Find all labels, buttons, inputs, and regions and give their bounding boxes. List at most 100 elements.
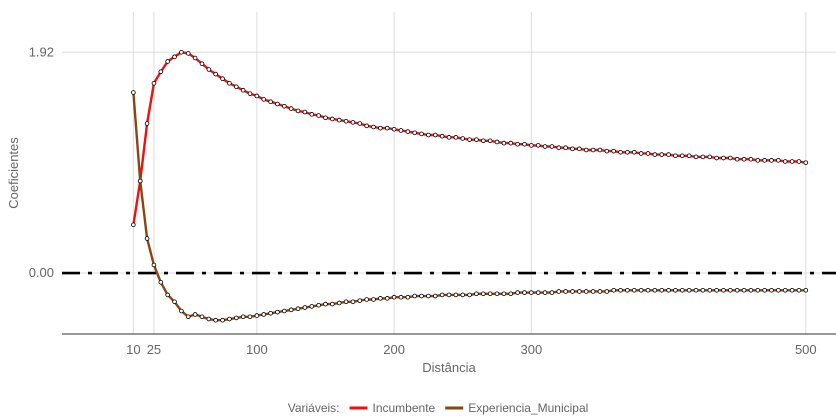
data-point [199,314,205,320]
data-point [364,297,369,302]
legend-label: Incumbente [373,401,436,415]
data-point [570,146,575,152]
data-point [535,290,541,295]
data-point [549,290,555,295]
data-point [165,59,170,64]
data-point [666,287,671,293]
data-point [247,91,253,96]
data-point [487,138,493,144]
data-point [700,287,706,293]
data-point [645,287,651,293]
data-point [206,316,212,322]
data-point [371,124,376,130]
data-point [618,287,623,293]
data-point [412,130,417,136]
series-lines [131,49,809,323]
data-point [769,287,774,293]
data-point [501,291,507,297]
data-point [336,300,342,306]
data-point [474,137,479,142]
data-point [172,299,177,305]
data-point [432,132,438,138]
data-point [220,317,225,323]
data-point [556,145,562,151]
data-point [522,290,527,295]
data-point [371,297,376,302]
y-axis-title: Coeficientes [6,137,21,209]
data-point [185,314,191,320]
data-point [494,291,500,297]
data-point [405,129,411,134]
data-point [611,287,616,293]
tick-labels: 10 25 100 200 300 500 0.00 1.92 [29,44,817,357]
y-tick-label: 0.00 [29,265,54,280]
data-point [652,152,658,157]
data-point [618,150,623,155]
data-point [686,153,692,159]
data-point [755,158,761,163]
data-point [282,308,287,314]
data-point [789,159,795,164]
data-point [782,159,788,164]
data-point [330,116,335,122]
data-point [460,136,466,141]
data-point [748,156,754,162]
data-point [803,287,809,293]
data-point [151,81,157,86]
data-point [652,287,658,293]
data-point [309,304,315,309]
data-point [144,236,150,241]
data-point [666,152,671,157]
data-point [707,287,713,293]
data-point [261,312,267,317]
data-point [467,137,472,142]
data-point [213,317,219,323]
data-point [563,145,568,151]
data-point [673,287,678,293]
data-point [638,287,644,293]
data-point [529,290,534,295]
data-point [288,106,294,111]
data-point [446,292,452,298]
data-point [391,127,397,132]
data-point [577,289,582,294]
series-Experiencia_Municipal [131,90,809,323]
data-point [563,289,568,294]
data-point [323,301,328,307]
data-point [233,84,239,90]
data-point [254,313,260,318]
data-point [302,305,308,310]
data-point [604,148,610,154]
data-point [275,101,280,107]
data-point [515,290,520,295]
data-point [686,287,692,293]
x-tick-label: 25 [147,342,161,357]
x-tick-label: 300 [520,342,542,357]
data-point [693,287,699,293]
legend-title: Variáveis: [288,401,340,415]
x-tick-label: 500 [795,342,817,357]
data-point [240,87,246,93]
data-point [522,141,527,147]
data-point [515,141,520,147]
data-point [295,306,301,312]
data-point [776,158,781,163]
data-point [453,292,459,298]
data-point [227,81,232,86]
data-point [227,316,232,322]
data-point [549,144,555,149]
data-point [625,150,630,155]
data-point [481,291,486,297]
data-point [398,128,404,133]
data-point [501,140,507,146]
data-point [199,61,205,67]
data-point [529,143,534,148]
data-point [275,309,280,315]
data-point [233,315,239,321]
data-point [734,156,740,162]
data-point [631,150,637,155]
data-point [144,121,150,126]
x-tick-label: 200 [383,342,405,357]
data-point [336,117,342,123]
legend: Variáveis: Incumbente Experiencia_Municip… [288,401,589,415]
